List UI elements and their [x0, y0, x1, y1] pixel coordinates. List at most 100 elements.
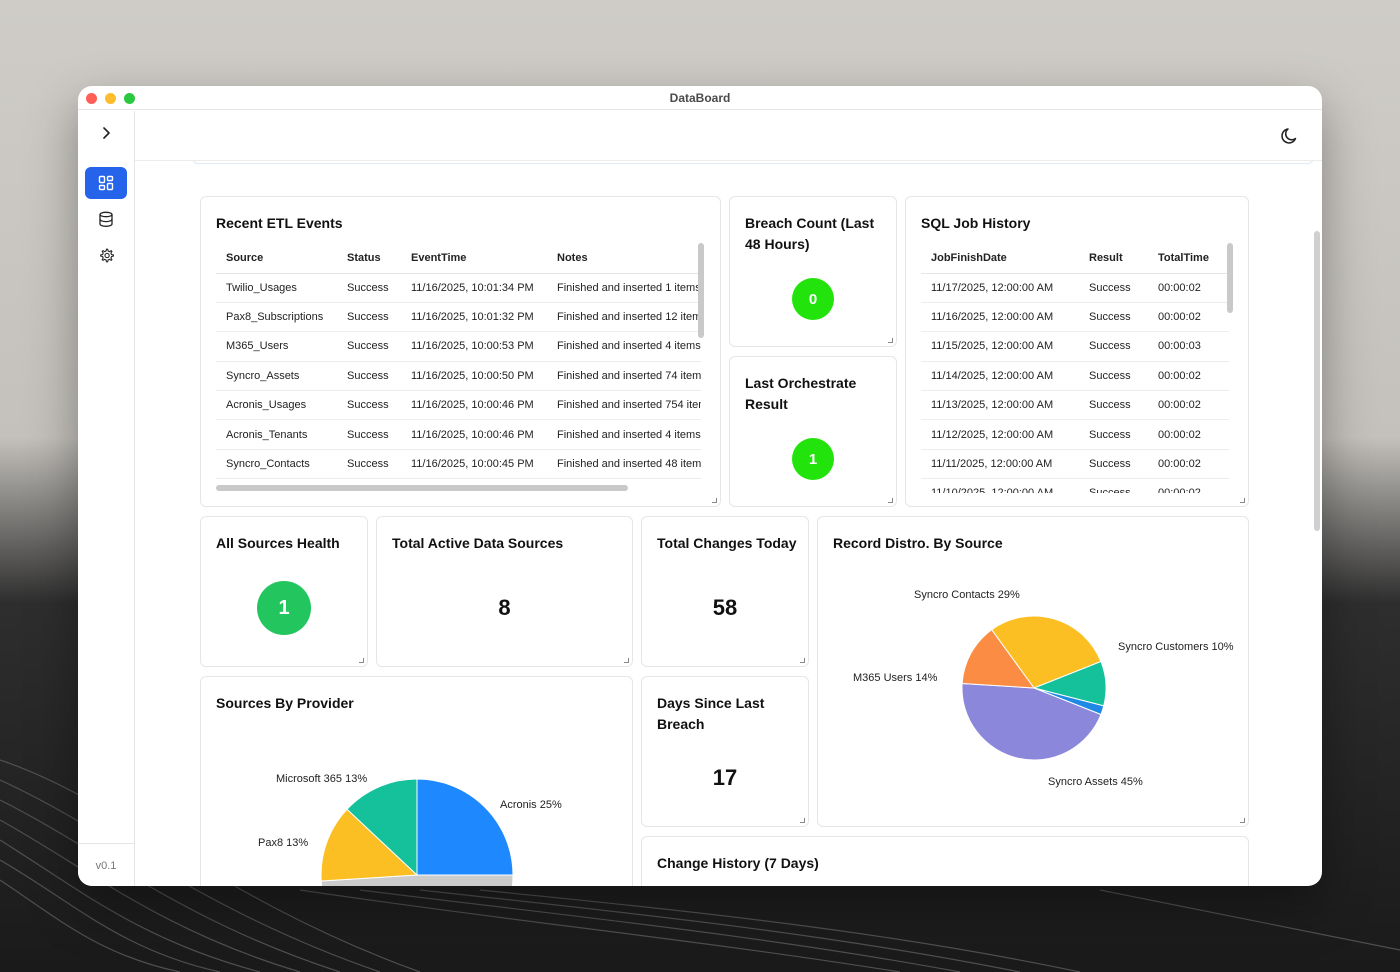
column-header[interactable]: Status — [337, 243, 401, 274]
table-row[interactable]: 11/15/2025, 12:00:00 AM Success 00:00:03 — [921, 331, 1229, 362]
table-row[interactable]: 11/14/2025, 12:00:00 AM Success 00:00:02 — [921, 361, 1229, 392]
card-recent-etl-events: Recent ETL Events Source Status EventTim… — [200, 196, 721, 507]
card-title: SQL Job History — [921, 215, 1031, 231]
etl-events-table-wrap: Source Status EventTime Notes Twilio_Usa… — [216, 243, 701, 487]
table-row[interactable]: 11/17/2025, 12:00:00 AM Success 00:00:02 — [921, 273, 1229, 303]
card-total-active-sources: Total Active Data Sources 8 — [376, 516, 633, 667]
column-header[interactable]: EventTime — [401, 243, 547, 274]
sql-table-vertical-scrollbar[interactable] — [1227, 243, 1233, 313]
table-cell: Success — [1079, 361, 1148, 392]
card-days-since-breach: Days Since Last Breach 17 — [641, 676, 809, 827]
resize-handle[interactable] — [800, 818, 805, 823]
table-cell: Success — [337, 390, 401, 421]
card-record-distro: Record Distro. By Source Syncro Contacts… — [817, 516, 1249, 827]
pie-slice[interactable] — [320, 808, 419, 882]
column-header[interactable]: TotalTime — [1148, 243, 1229, 274]
sources-by-provider-pie-chart: Acronis 25% Pax8 13% Microsoft 365 13% — [258, 773, 562, 886]
resize-handle[interactable] — [1240, 818, 1245, 823]
table-row[interactable]: Twilio_Usages Success 11/16/2025, 10:01:34… — [216, 273, 701, 303]
table-cell: Finished and inserted 754 items — [547, 390, 701, 421]
gear-icon — [99, 248, 114, 262]
table-cell: 11/16/2025, 10:00:46 PM — [401, 390, 547, 421]
maximize-window-button[interactable] — [124, 93, 135, 104]
table-row[interactable]: Acronis_Usages Success 11/16/2025, 10:00:4… — [216, 390, 701, 421]
table-row[interactable]: 11/12/2025, 12:00:00 AM Success 00:00:02 — [921, 419, 1229, 450]
resize-handle[interactable] — [359, 658, 364, 663]
pie-slice[interactable] — [961, 682, 1102, 761]
table-cell: Syncro_Assets — [216, 361, 337, 392]
table-cell: 11/12/2025, 12:00:00 AM — [921, 419, 1079, 450]
etl-table-horizontal-scrollbar[interactable] — [216, 485, 628, 491]
minimize-window-button[interactable] — [105, 93, 116, 104]
table-cell: Pax8_Subscriptions — [216, 302, 337, 333]
table-row[interactable]: M365_Users Success 11/16/2025, 10:00:53 PM… — [216, 331, 701, 362]
dashboard-content: Recent ETL Events Source Status EventTim… — [135, 161, 1322, 886]
column-header[interactable]: Source — [216, 243, 337, 274]
table-header-row: JobFinishDate Result TotalTime — [921, 243, 1229, 274]
table-row[interactable]: Syncro_Assets Success 11/16/2025, 10:00:50… — [216, 361, 701, 392]
table-row[interactable]: Acronis_Tenants Success 11/16/2025, 10:00:… — [216, 419, 701, 450]
card-title: Last Orchestrate Result — [745, 375, 857, 412]
sidebar-item-settings[interactable] — [85, 239, 127, 271]
table-row[interactable]: Pax8_Subscriptions Success 11/16/2025, 10:… — [216, 302, 701, 333]
card-title: Total Changes Today — [657, 535, 797, 551]
table-cell: 11/14/2025, 12:00:00 AM — [921, 361, 1079, 392]
page-scrollbar[interactable] — [1314, 231, 1320, 531]
table-row[interactable]: 11/13/2025, 12:00:00 AM Success 00:00:02 — [921, 390, 1229, 421]
table-row[interactable]: 11/16/2025, 12:00:00 AM Success 00:00:02 — [921, 302, 1229, 333]
resize-handle[interactable] — [800, 658, 805, 663]
card-breach-count: Breach Count (Last 48 Hours) 0 — [729, 196, 897, 347]
card-total-changes-today: Total Changes Today 58 — [641, 516, 809, 667]
card-all-sources-health: All Sources Health 1 — [200, 516, 368, 667]
pie-slice[interactable] — [320, 874, 514, 886]
table-cell: 11/16/2025, 10:00:50 PM — [401, 361, 547, 392]
card-sources-by-provider: Sources By Provider Acronis 25% Pax8 13% M… — [200, 676, 633, 886]
etl-table-vertical-scrollbar[interactable] — [698, 243, 704, 338]
table-cell: Twilio_Usages — [216, 273, 337, 303]
table-cell: Success — [1079, 273, 1148, 303]
resize-handle[interactable] — [712, 498, 717, 503]
pie-slice-label: Syncro Assets 45% — [1048, 776, 1143, 788]
card-last-orchestrate-result: Last Orchestrate Result 1 — [729, 356, 897, 507]
top-bar — [135, 111, 1322, 161]
table-cell: M365_Users — [216, 331, 337, 362]
window-title: DataBoard — [669, 90, 731, 105]
table-row[interactable]: Syncro_Contacts Success 11/16/2025, 10:00:… — [216, 449, 701, 480]
close-window-button[interactable] — [86, 93, 97, 104]
pie-slice-label: Acronis 25% — [500, 799, 562, 811]
pie-slice[interactable] — [990, 615, 1102, 689]
resize-handle[interactable] — [624, 658, 629, 663]
pie-slice[interactable] — [346, 778, 418, 877]
table-cell: 11/15/2025, 12:00:00 AM — [921, 331, 1079, 362]
sources-health-badge: 1 — [257, 581, 311, 635]
resize-handle[interactable] — [888, 338, 893, 343]
pie-slice-label: Syncro Contacts 29% — [914, 589, 1020, 601]
table-cell: 11/16/2025, 12:00:00 AM — [921, 302, 1079, 333]
table-row[interactable]: 11/11/2025, 12:00:00 AM Success 00:00:02 — [921, 449, 1229, 480]
table-cell: Finished and inserted 4 items — [547, 331, 701, 362]
resize-handle[interactable] — [1240, 498, 1245, 503]
column-header[interactable]: JobFinishDate — [921, 243, 1079, 274]
sql-jobs-table-wrap: JobFinishDate Result TotalTime 11/17/202… — [921, 243, 1229, 493]
table-cell: Success — [337, 361, 401, 392]
sidebar-item-database[interactable] — [85, 203, 127, 235]
pie-slice[interactable] — [961, 629, 1036, 689]
table-cell: Success — [1079, 419, 1148, 450]
column-header[interactable]: Result — [1079, 243, 1148, 274]
pie-slice-label: M365 Users 14% — [853, 672, 938, 684]
card-title: Change History (7 Days) — [657, 855, 819, 871]
resize-handle[interactable] — [888, 498, 893, 503]
table-cell: 00:00:02 — [1148, 361, 1229, 392]
chevron-right-icon[interactable] — [98, 125, 114, 141]
sidebar-item-dashboard[interactable] — [85, 167, 127, 199]
table-cell: Finished and inserted 1 items — [547, 273, 701, 303]
moon-icon[interactable] — [1280, 126, 1300, 146]
table-header-row: Source Status EventTime Notes — [216, 243, 701, 274]
table-cell: Success — [337, 419, 401, 450]
pie-slice[interactable] — [416, 778, 514, 876]
table-cell: Finished and inserted 48 items — [547, 449, 701, 480]
sidebar-divider — [78, 843, 134, 844]
column-header[interactable]: Notes — [547, 243, 701, 274]
card-title: Breach Count (Last 48 Hours) — [745, 215, 875, 252]
